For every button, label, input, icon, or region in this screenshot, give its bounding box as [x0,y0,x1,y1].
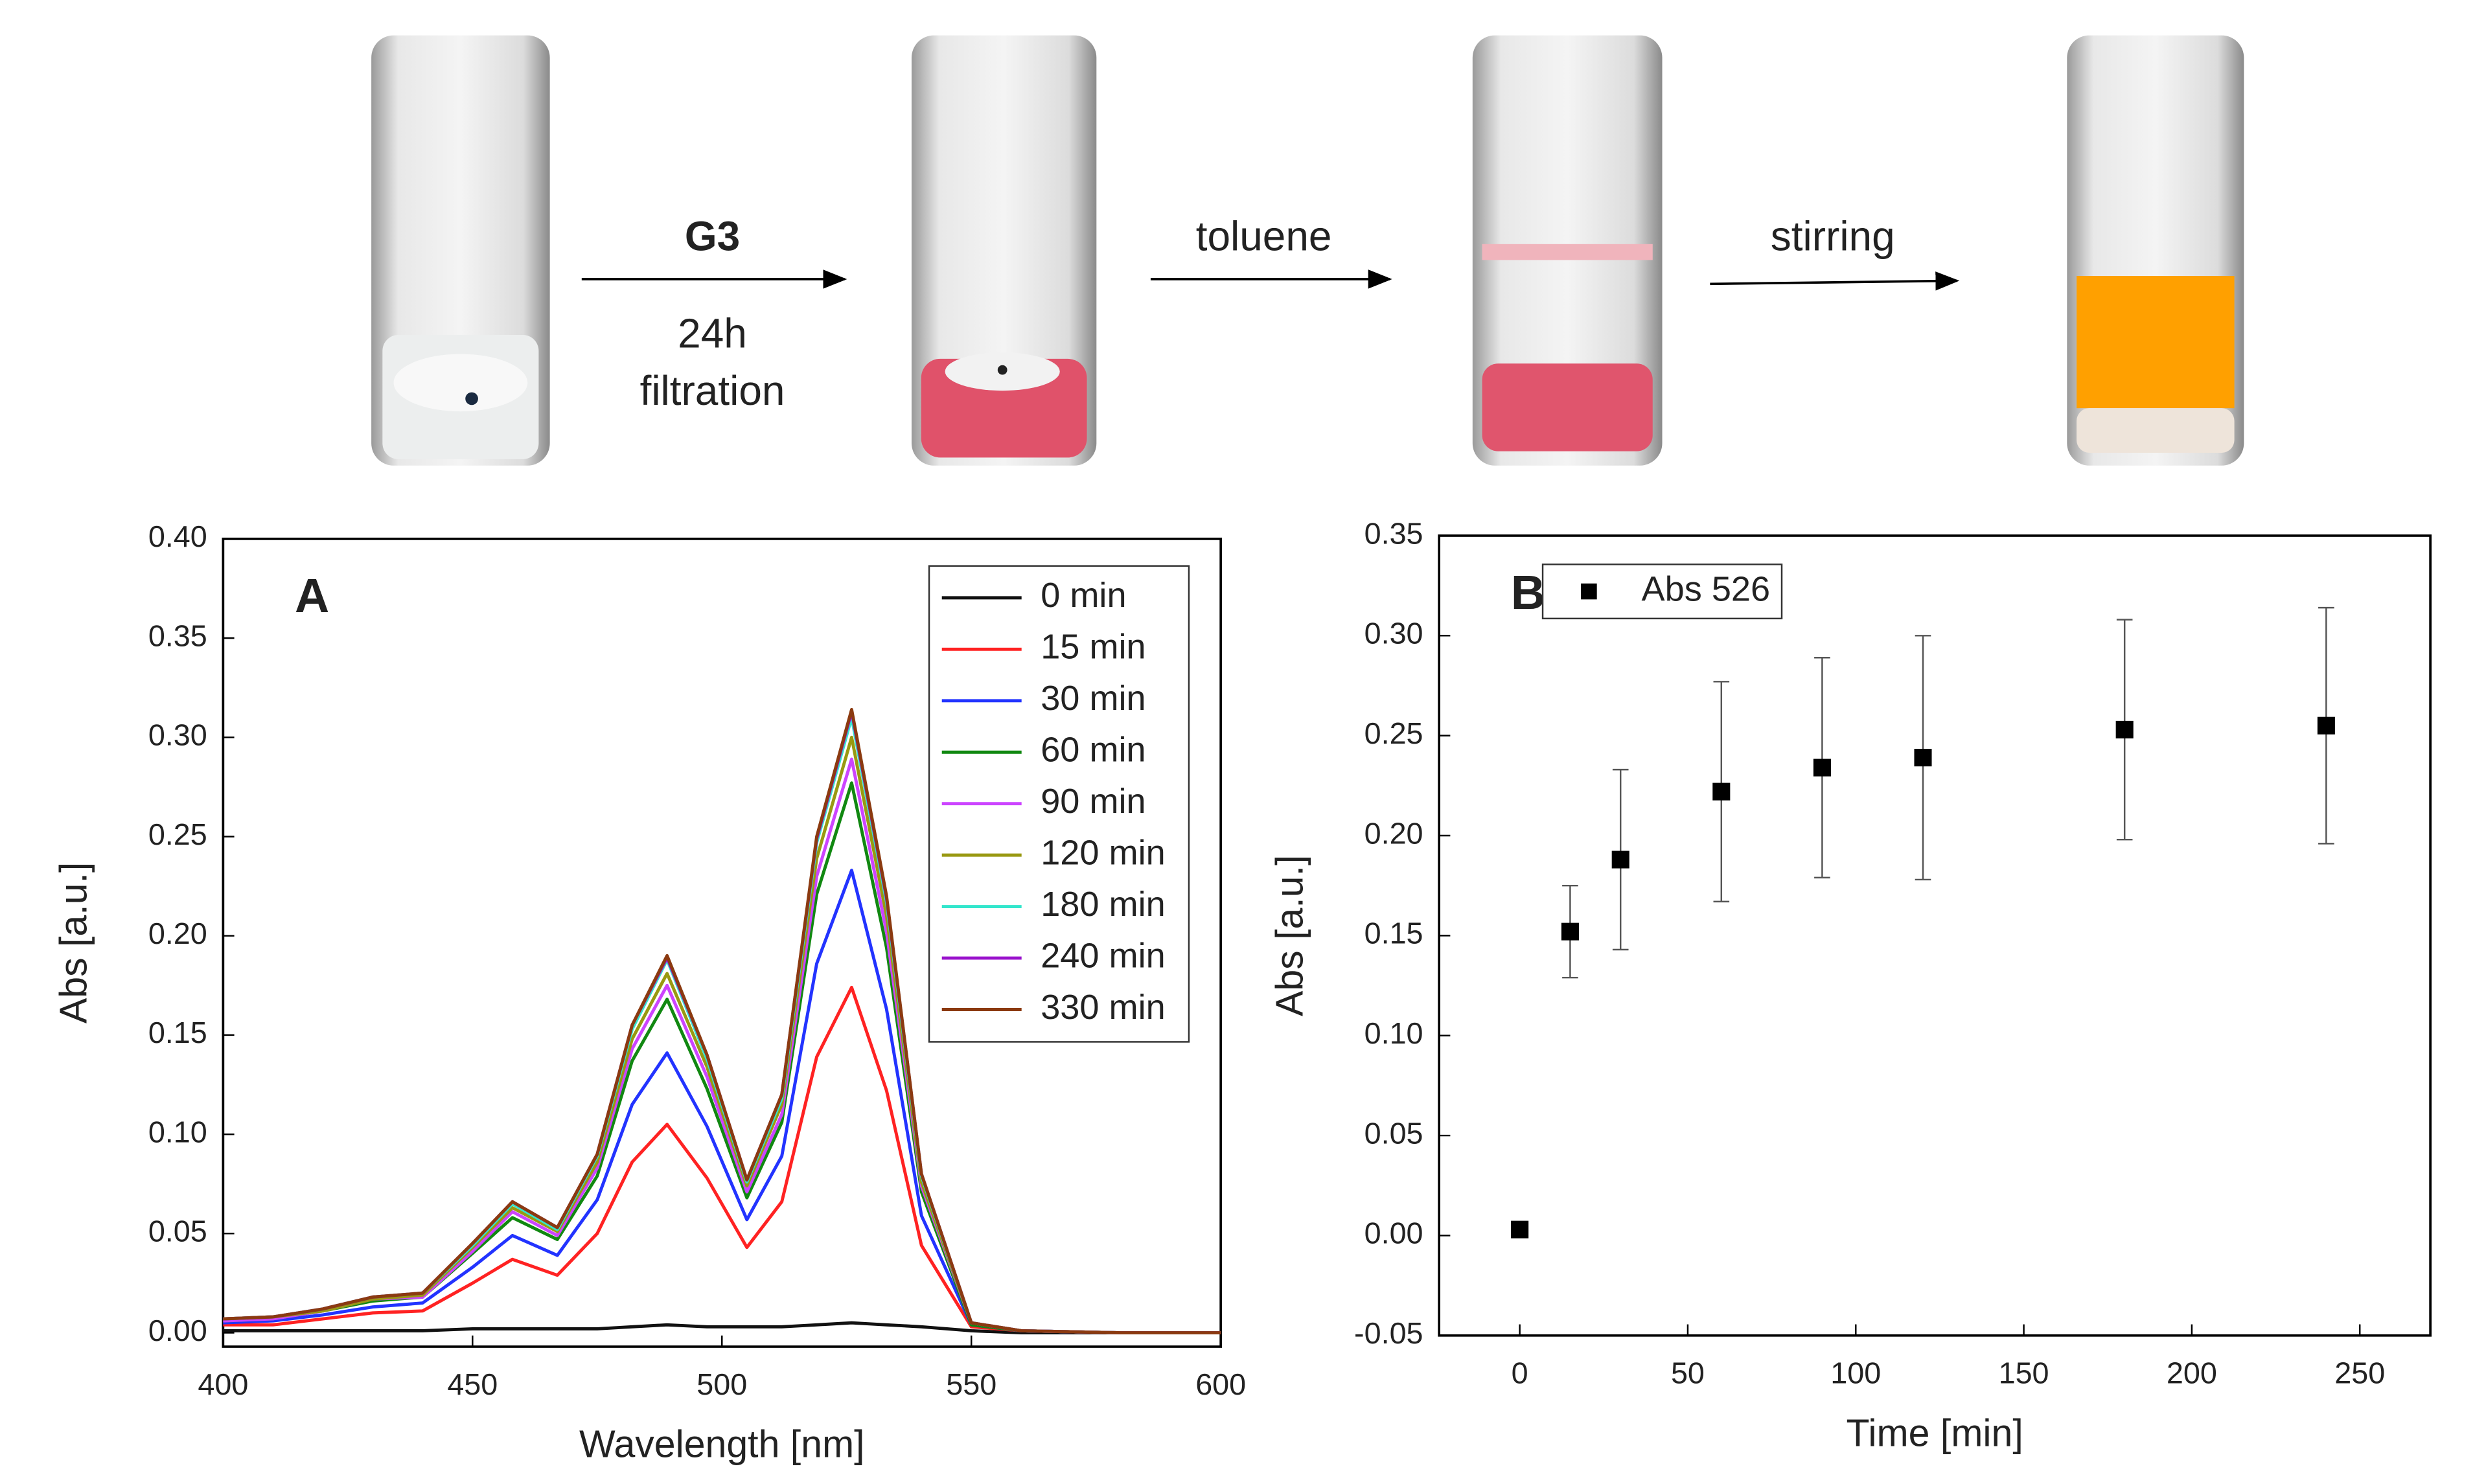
y-tick-label: 0.20 [148,917,207,950]
plot-frame [1438,534,2432,1337]
legend-label: 180 min [1041,885,1166,924]
step-label: G3 [685,212,740,259]
y-tick-label: 0.05 [148,1215,207,1248]
data-point [1914,749,1932,767]
step-label: 24h [678,310,747,356]
y-tick-label: 0.30 [148,718,207,752]
y-tick-label: 0.35 [1364,516,1423,550]
data-point [1511,1220,1529,1239]
y-tick-label: 0.10 [148,1115,207,1148]
annotation: A [295,569,329,622]
legend-label: 90 min [1041,782,1145,821]
legend-label: 15 min [1041,628,1145,667]
y-tick-label: 0.25 [148,817,207,851]
y-tick-label: 0.15 [148,1016,207,1049]
y-tick-label: 0.00 [1364,1216,1423,1250]
data-point [2115,720,2134,738]
legend-label: 60 min [1041,731,1145,770]
data-point [1813,759,1831,777]
data-point [1712,782,1731,801]
y-tick-label: 0.15 [1364,917,1423,950]
step-label: toluene [1196,212,1332,259]
vial-1 [371,35,550,466]
spectrum-line [223,985,1221,1334]
y-tick-label: 0.00 [148,1314,207,1347]
y-tick-label: 0.40 [148,519,207,553]
vial-4 [2067,35,2244,466]
spectrum-line [223,707,1221,1334]
step-label: stirring [1771,212,1895,259]
x-axis-label: Time [min] [1847,1411,2023,1454]
legend-label: 30 min [1041,679,1145,718]
y-tick-label: 0.25 [1364,716,1423,750]
y-axis-label: Abs [a.u.] [1268,855,1311,1016]
x-tick-label: 550 [946,1367,996,1401]
step-label: filtration [640,367,785,414]
x-tick-label: 200 [2167,1356,2217,1390]
x-tick-label: 600 [1195,1367,1246,1401]
x-tick-label: 0 [1512,1356,1528,1390]
arrow [1710,271,1960,291]
x-axis-label: Wavelength [nm] [579,1423,865,1466]
x-tick-label: 150 [1999,1356,2049,1390]
x-tick-label: 100 [1830,1356,1881,1390]
y-tick-label: -0.05 [1354,1316,1423,1350]
data-point [1561,922,1579,941]
y-tick-label: 0.10 [1364,1016,1423,1050]
spectrum-line [223,869,1221,1334]
legend-label: 240 min [1041,936,1166,975]
y-tick-label: 0.35 [148,619,207,652]
x-tick-label: 400 [198,1367,248,1401]
data-point [1611,850,1629,869]
y-axis-label: Abs [a.u.] [52,862,95,1023]
annotation: B [1511,565,1545,619]
y-tick-label: 0.05 [1364,1116,1423,1150]
x-tick-label: 250 [2334,1356,2385,1390]
spectrum-line [223,1321,1221,1334]
vial-2 [911,35,1097,466]
x-tick-label: 50 [1671,1356,1705,1390]
legend-label: 120 min [1041,833,1166,872]
x-tick-label: 500 [696,1367,747,1401]
legend-swatch [1581,583,1597,600]
y-tick-label: 0.30 [1364,617,1423,650]
y-tick-label: 0.20 [1364,816,1423,850]
data-point [2317,716,2335,735]
legend-label: Abs 526 [1642,569,1771,608]
vial-3 [1472,35,1663,466]
legend-label: 330 min [1041,988,1166,1027]
legend-label: 0 min [1041,576,1126,615]
x-tick-label: 450 [447,1367,498,1401]
